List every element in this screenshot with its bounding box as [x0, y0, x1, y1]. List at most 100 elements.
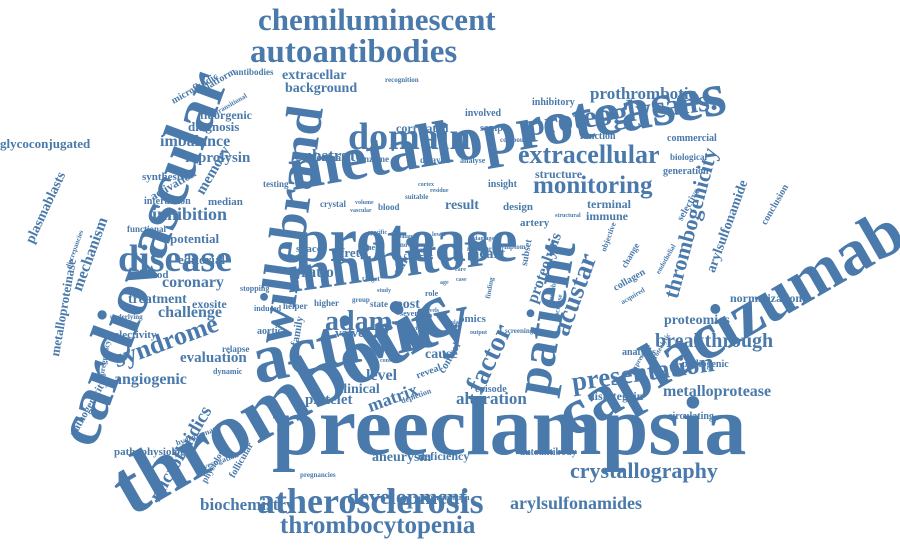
cloud-word-disease: disease	[118, 238, 232, 280]
cloud-word-antibodies: antibodies	[234, 67, 274, 77]
cloud-word-structure: structure	[535, 167, 583, 181]
cloud-word-cell: cell	[410, 243, 434, 260]
cloud-word-breakthrough: breakthrough	[655, 330, 774, 352]
cloud-word-levels: levels	[425, 308, 439, 314]
cloud-word-pathogenic: pathogenic	[682, 359, 729, 370]
cloud-word-vascular: vascular	[350, 208, 372, 214]
cloud-word-testing: testing	[263, 179, 289, 189]
cloud-word-preeclampsia: preeclampsia	[272, 380, 747, 473]
cloud-word-induced: induced	[254, 304, 282, 313]
cloud-word-biological: biological	[670, 152, 708, 162]
cloud-word-analysis: analysis	[622, 347, 656, 358]
cloud-word-lower: lower	[432, 232, 447, 238]
cloud-word-study: study	[377, 288, 392, 294]
cloud-word-stopping: stopping	[240, 284, 270, 293]
cloud-word-interaction: interaction	[144, 196, 191, 207]
cloud-word-pathophysiology: pathophysiology	[114, 446, 192, 458]
cloud-word-selectivity: selectivity	[110, 329, 157, 341]
cloud-word-glycoconjugated: glycoconjugated	[0, 136, 91, 151]
cloud-word-structural: structural	[555, 213, 581, 219]
cloud-word-clinical: clinical	[337, 382, 380, 397]
cloud-word-acquired: acquired	[619, 285, 647, 307]
cloud-word-damage: damage	[474, 236, 494, 242]
cloud-word-exosite: exosite	[192, 297, 227, 311]
cloud-word-enzyme: enzyme	[360, 154, 389, 164]
cloud-word-generation: generation	[663, 166, 709, 177]
cloud-word-change: change	[619, 241, 642, 270]
cloud-word-post: post	[395, 297, 420, 312]
cloud-word-output: output	[470, 330, 488, 336]
cloud-word-member: member	[467, 245, 492, 253]
cloud-word-spacer: spacer	[296, 243, 327, 255]
cloud-word-insight: insight	[488, 179, 517, 190]
cloud-word-sample: sample	[480, 123, 510, 134]
cloud-word-balance: balance	[398, 234, 418, 240]
cloud-word-pregnancies: pregnancies	[300, 471, 336, 479]
cloud-word-background: background	[285, 81, 358, 96]
cloud-word-age: age	[440, 280, 449, 286]
cloud-word-angiogenic: angiogenic	[114, 371, 187, 388]
cloud-word-episode: episode	[475, 384, 507, 395]
cloud-word-evidence: evidence	[410, 326, 432, 332]
cloud-word-protease: protease	[295, 207, 518, 275]
cloud-word-relapse: relapse	[222, 344, 250, 354]
cloud-word-effect: effect	[410, 339, 424, 345]
cloud-word-severe: severe	[400, 309, 422, 318]
cloud-word-helper: helper	[283, 301, 308, 311]
cloud-word-biochemistry: biochemistry	[200, 495, 295, 514]
cloud-word-involved: involved	[465, 108, 502, 119]
cloud-word-constant: constant	[380, 358, 402, 364]
cloud-word-specific: specific	[368, 230, 387, 236]
cloud-word-heart: heart	[471, 246, 506, 262]
cloud-word-dose: dose	[388, 320, 400, 326]
cloud-word-diagnosis: diagnosis	[188, 119, 240, 134]
cloud-word-extracellular: extracellular	[518, 140, 660, 169]
cloud-word-residue: residue	[430, 188, 449, 194]
cloud-word-imbalance: imbalance	[160, 133, 231, 150]
cloud-word-target: target	[362, 275, 380, 283]
cloud-word-conclusion: conclusion	[759, 182, 792, 227]
cloud-word-domain: domain	[348, 116, 471, 158]
cloud-word-ischemic: ischemic	[535, 346, 557, 352]
cloud-word-normal: normal	[310, 152, 345, 164]
cloud-word-suitable: suitable	[405, 193, 429, 201]
cloud-word-underlying: underlying	[110, 313, 143, 321]
cloud-word-adam: adam	[325, 306, 392, 337]
cloud-word-terminal: terminal	[587, 197, 631, 211]
cloud-word-treatment: treatment	[128, 292, 187, 307]
cloud-word-correlated: correlated	[396, 121, 449, 135]
cloud-word-ratio: ratio	[301, 264, 334, 281]
cloud-word-design: design	[503, 201, 533, 213]
cloud-word-method: method	[133, 269, 169, 281]
cloud-word-alteration: alteration	[456, 389, 527, 408]
cloud-word-coronary: coronary	[162, 274, 224, 291]
cloud-word-blood: blood	[378, 202, 400, 212]
cloud-word-volume: volume	[355, 200, 374, 206]
cloud-word-rare: rare	[455, 267, 466, 273]
cloud-word-challenge: challenge	[158, 304, 222, 321]
cloud-word-fluorgenic: fluorgenic	[200, 108, 252, 122]
cloud-word-thrombocytopenia: thrombocytopenia	[280, 512, 476, 539]
cloud-word-disintegrin: disintegrin	[588, 389, 644, 403]
cloud-word-dynamic: dynamic	[213, 367, 243, 376]
cloud-word-extracellar: extracellar	[282, 68, 347, 83]
cloud-word-aneurysm: aneurysm	[372, 450, 432, 465]
cloud-word-arylsulfonamides: arylsulfonamides	[510, 493, 643, 513]
cloud-word-omics: omics	[459, 313, 486, 325]
cloud-word-objective: objective	[599, 220, 619, 253]
cloud-word-substrate: substrate	[296, 146, 364, 165]
cloud-word-deficiency: deficiency	[418, 449, 470, 463]
cloud-word-autoantibodies: autoantibodies	[250, 34, 458, 70]
cloud-word-analyse: analyse	[460, 156, 486, 165]
cloud-word-valve: valve	[335, 325, 364, 340]
cloud-word-median: median	[208, 196, 243, 208]
cloud-word-higher: higher	[314, 298, 340, 308]
cloud-word-group: group	[352, 296, 370, 304]
cloud-word-delayed: delayed	[420, 155, 450, 165]
cloud-word-proteomics: proteomics	[664, 313, 730, 328]
cloud-word-autoantibody: autoantibody	[520, 447, 577, 458]
cloud-word-normalisation: normalisation	[422, 493, 470, 502]
cloud-word-metalloprotease: metalloprotease	[663, 383, 772, 400]
cloud-word-development: development	[347, 484, 467, 509]
